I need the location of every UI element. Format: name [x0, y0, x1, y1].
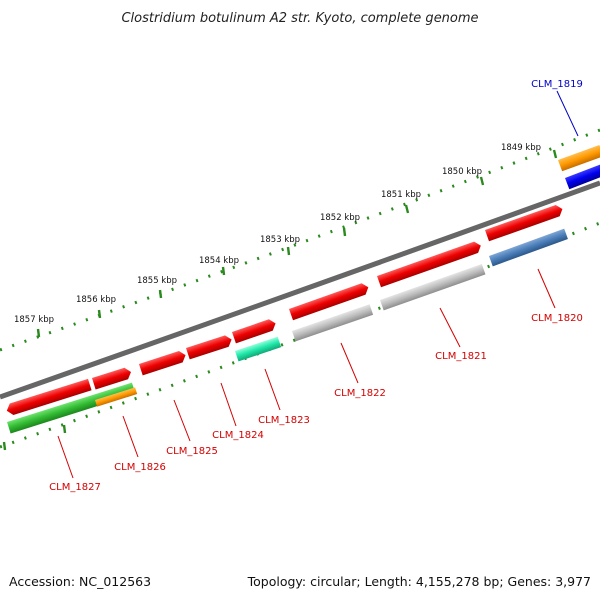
gene-arrow-clm-1824[interactable] — [186, 334, 233, 360]
leader-lines — [57, 90, 579, 479]
tick-label: 1856 kbp — [76, 295, 116, 305]
leader-line-clm-1820 — [537, 268, 556, 309]
feature-bar-clm-1822[interactable] — [292, 304, 374, 342]
tick-label: 1852 kbp — [320, 213, 360, 223]
leader-line-clm-1826 — [122, 415, 139, 458]
gene-arrow-clm-1819-upper[interactable] — [558, 144, 600, 172]
feature-bar-clm-1821[interactable] — [380, 263, 486, 311]
leader-line-clm-1819 — [556, 90, 579, 137]
tick-label: 1855 kbp — [137, 276, 177, 286]
tick-label: 1851 kbp — [381, 190, 421, 200]
gene-label-clm-1826[interactable]: CLM_1826 — [114, 462, 166, 473]
major-tick — [158, 289, 163, 299]
gene-label-clm-1827[interactable]: CLM_1827 — [49, 482, 101, 493]
gene-arrow-clm-1827[interactable] — [5, 378, 92, 417]
gene-arrow-clm-1823[interactable] — [232, 318, 278, 344]
gene-labels: CLM_1819 CLM_1820 CLM_1821 CLM_1822 CLM_… — [49, 79, 583, 493]
tick-labels: 1849 kbp 1850 kbp 1851 kbp 1852 kbp 1853… — [14, 143, 541, 325]
gene-label-clm-1823[interactable]: CLM_1823 — [258, 415, 310, 426]
leader-line-clm-1824 — [220, 382, 237, 427]
outer-tick-track — [0, 128, 600, 352]
gene-label-clm-1825[interactable]: CLM_1825 — [166, 446, 218, 457]
major-tick — [342, 227, 347, 237]
major-tick — [404, 204, 410, 214]
gene-arrow-clm-1820[interactable] — [485, 203, 564, 242]
major-tick — [221, 266, 226, 276]
genome-backbone — [0, 180, 600, 400]
accession-text: Accession: NC_012563 — [9, 574, 151, 589]
leader-line-clm-1821 — [439, 307, 461, 348]
genome-summary-text: Topology: circular; Length: 4,155,278 bp… — [247, 574, 591, 589]
feature-bar-clm-1823[interactable] — [235, 336, 282, 362]
tick-label: 1849 kbp — [501, 143, 541, 153]
gene-label-clm-1822[interactable]: CLM_1822 — [334, 388, 386, 399]
major-tick — [2, 441, 7, 451]
major-tick — [479, 176, 485, 186]
forward-strand-genes — [5, 144, 600, 417]
gene-arrow-clm-1822[interactable] — [289, 282, 370, 321]
leader-line-clm-1825 — [173, 399, 191, 442]
gene-label-clm-1821[interactable]: CLM_1821 — [435, 351, 487, 362]
gene-label-clm-1819[interactable]: CLM_1819 — [531, 79, 583, 90]
gene-arrow-clm-1825[interactable] — [139, 349, 187, 376]
feature-bars — [7, 228, 568, 434]
outer-minor-ticks — [0, 128, 600, 352]
tick-label: 1853 kbp — [260, 235, 300, 245]
map-title: Clostridium botulinum A2 str. Kyoto, com… — [121, 11, 478, 26]
major-tick — [97, 309, 102, 319]
major-tick — [36, 328, 41, 338]
major-tick — [62, 424, 67, 434]
tick-label: 1854 kbp — [199, 256, 239, 266]
leader-line-clm-1823 — [264, 368, 281, 411]
major-tick — [286, 246, 291, 256]
leader-line-clm-1827 — [57, 435, 74, 479]
gene-arrow-clm-1819[interactable] — [565, 163, 600, 190]
leader-line-clm-1822 — [340, 342, 359, 384]
gene-arrow-clm-1821[interactable] — [377, 240, 483, 288]
feature-bar-clm-1827[interactable] — [7, 382, 136, 434]
major-tick — [552, 149, 558, 159]
gene-arrow-clm-1826[interactable] — [92, 366, 133, 390]
gene-label-clm-1820[interactable]: CLM_1820 — [531, 313, 583, 324]
feature-bar-clm-1820[interactable] — [488, 228, 568, 267]
tick-label: 1857 kbp — [14, 315, 54, 325]
gene-label-clm-1824[interactable]: CLM_1824 — [212, 430, 264, 441]
feature-bar-clm-1826[interactable] — [95, 387, 138, 407]
tick-label: 1850 kbp — [442, 167, 482, 177]
